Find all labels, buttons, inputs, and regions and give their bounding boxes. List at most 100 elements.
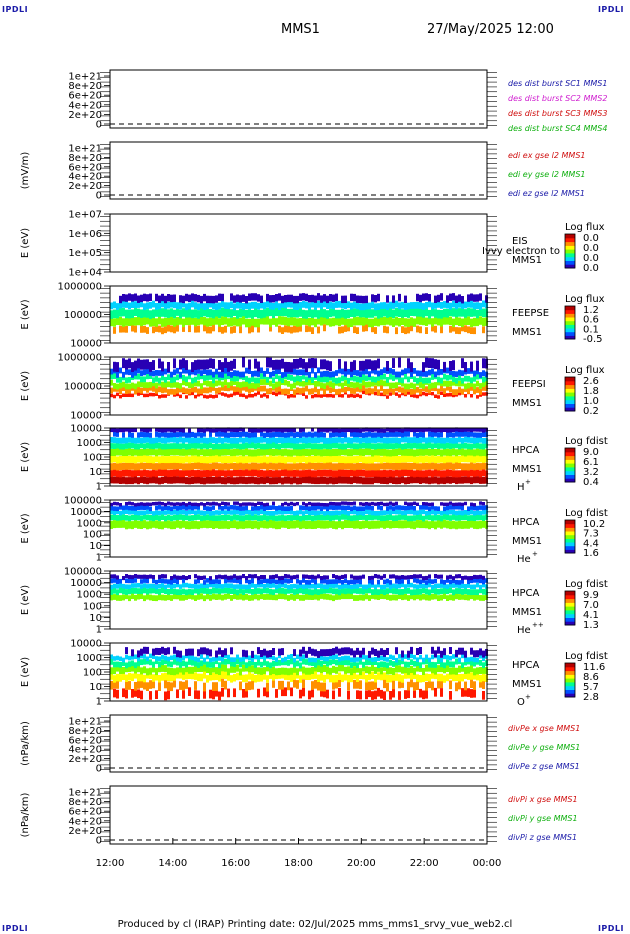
y-tick-label: 0 xyxy=(96,191,102,202)
heatmap-cell xyxy=(338,326,341,334)
heatmap-cell xyxy=(449,437,452,444)
heatmap-cell xyxy=(119,667,122,675)
heatmap-cell xyxy=(239,510,242,516)
heatmap-cell xyxy=(197,690,200,700)
heatmap-cell xyxy=(179,662,182,668)
heatmap-cell xyxy=(185,432,188,438)
heatmap-cell xyxy=(221,463,224,471)
heatmap-cell xyxy=(311,648,314,656)
heatmap-cell xyxy=(341,647,344,655)
heatmap-cell xyxy=(461,448,464,456)
heatmap-cell xyxy=(413,383,416,390)
heatmap-cell xyxy=(176,667,179,675)
heatmap-cell xyxy=(419,477,422,484)
heatmap-cell xyxy=(140,648,143,656)
heatmap-cell xyxy=(383,672,386,680)
heatmap-cell xyxy=(230,477,233,485)
heatmap-cell xyxy=(302,654,305,659)
heatmap-cell xyxy=(158,427,161,432)
heatmap-cell xyxy=(170,436,173,443)
heatmap-cell xyxy=(437,395,440,399)
heatmap-cell xyxy=(407,689,410,699)
heatmap-cell xyxy=(224,477,227,485)
heatmap-cell xyxy=(461,647,464,655)
heatmap-cell xyxy=(425,302,428,309)
heatmap-cell xyxy=(383,679,386,689)
heatmap-cell xyxy=(422,576,425,581)
panel-frame xyxy=(109,213,488,273)
heatmap-cell xyxy=(377,650,380,658)
heatmap-cell xyxy=(266,300,269,308)
heatmap-cell xyxy=(257,647,260,655)
heatmap-cell xyxy=(122,657,125,663)
heatmap-cell xyxy=(227,443,230,450)
heatmap-cell xyxy=(404,436,407,443)
heatmap-cell xyxy=(449,325,452,333)
heatmap-cell xyxy=(335,455,338,463)
heatmap-cell xyxy=(110,317,113,327)
heatmap-cell xyxy=(284,574,287,579)
heatmap-cell xyxy=(155,376,158,382)
heatmap-cell xyxy=(392,673,395,681)
heatmap-cell xyxy=(176,374,179,381)
heatmap-cell xyxy=(356,307,359,317)
heatmap-cell xyxy=(443,587,446,594)
heatmap-cell xyxy=(221,428,224,433)
heatmap-cell xyxy=(296,318,299,327)
heatmap-cell xyxy=(482,662,485,669)
heatmap-cell xyxy=(203,456,206,464)
heatmap-cell xyxy=(434,667,437,675)
heatmap-cell xyxy=(383,448,386,456)
heatmap-cell xyxy=(164,658,167,665)
heatmap-cell xyxy=(185,293,188,302)
heatmap-cell xyxy=(125,589,128,595)
heatmap-cell xyxy=(143,443,146,450)
heatmap-cell xyxy=(254,437,257,444)
heatmap-cell xyxy=(437,376,440,383)
heatmap-cell xyxy=(218,674,221,682)
heatmap-cell xyxy=(140,376,143,383)
heatmap-cell xyxy=(173,668,176,676)
colorbar-segment xyxy=(565,531,575,536)
heatmap-cell xyxy=(173,448,176,456)
heatmap-cell xyxy=(185,380,188,387)
heatmap-cell xyxy=(266,661,269,667)
heatmap-cell xyxy=(233,437,236,444)
heatmap-cell xyxy=(188,428,191,433)
heatmap-cell xyxy=(170,377,173,383)
heatmap-cell xyxy=(476,442,479,449)
heatmap-cell xyxy=(332,505,335,511)
heatmap-cell xyxy=(290,449,293,457)
heatmap-cell xyxy=(260,579,263,584)
heatmap-cell xyxy=(158,665,161,673)
heatmap-cell xyxy=(254,574,257,579)
heatmap-cell xyxy=(236,658,239,665)
colorbar-segment xyxy=(565,328,575,333)
heatmap-cell xyxy=(293,382,296,389)
heatmap-cell xyxy=(119,510,122,516)
heatmap-cell xyxy=(200,660,203,667)
heatmap-cell xyxy=(281,462,284,470)
heatmap-cell xyxy=(365,432,368,438)
heatmap-cell xyxy=(377,589,380,595)
heatmap-cell xyxy=(320,455,323,463)
heatmap-cell xyxy=(338,510,341,516)
heatmap-cell xyxy=(188,382,191,388)
heatmap-cell xyxy=(227,658,230,665)
heatmap-cell xyxy=(203,580,206,585)
heatmap-cell xyxy=(233,674,236,682)
heatmap-cell xyxy=(254,449,257,457)
heatmap-cell xyxy=(176,589,179,595)
heatmap-cell xyxy=(356,647,359,655)
heatmap-cell xyxy=(293,317,296,326)
heatmap-cell xyxy=(335,389,338,395)
heatmap-cell xyxy=(386,368,389,374)
heatmap-cell xyxy=(113,428,116,433)
heatmap-cell xyxy=(359,432,362,438)
heatmap-cell xyxy=(263,302,266,309)
heatmap-cell xyxy=(428,578,431,584)
heatmap-cell xyxy=(152,476,155,484)
heatmap-cell xyxy=(410,462,413,470)
heatmap-cell xyxy=(341,664,344,672)
heatmap-cell xyxy=(161,443,164,450)
